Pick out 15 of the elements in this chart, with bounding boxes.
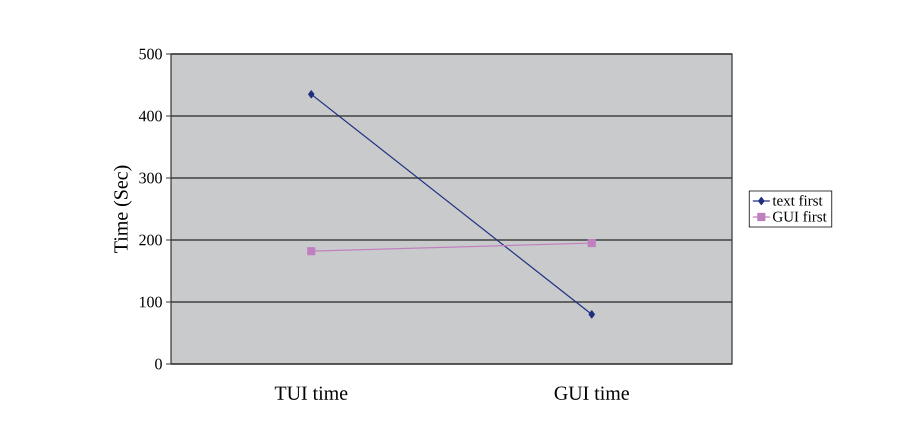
y-tick-label: 0 <box>155 358 162 370</box>
y-tick-label: 400 <box>138 110 162 122</box>
y-tick-label: 100 <box>140 296 162 308</box>
point <box>308 90 314 98</box>
y-axis-title: Time (Sec) <box>114 166 132 253</box>
x-tick-label: TUI time <box>274 386 348 400</box>
legend-label: GUI first <box>773 210 827 222</box>
point <box>588 239 596 248</box>
y-tick-label: 200 <box>139 234 162 246</box>
legend-label: text first <box>772 194 823 206</box>
y-tick-label: 300 <box>139 172 162 184</box>
point <box>307 247 316 256</box>
y-tick-label: 500 <box>140 48 162 60</box>
x-tick-label: GUI time <box>554 386 629 400</box>
point <box>588 310 595 318</box>
